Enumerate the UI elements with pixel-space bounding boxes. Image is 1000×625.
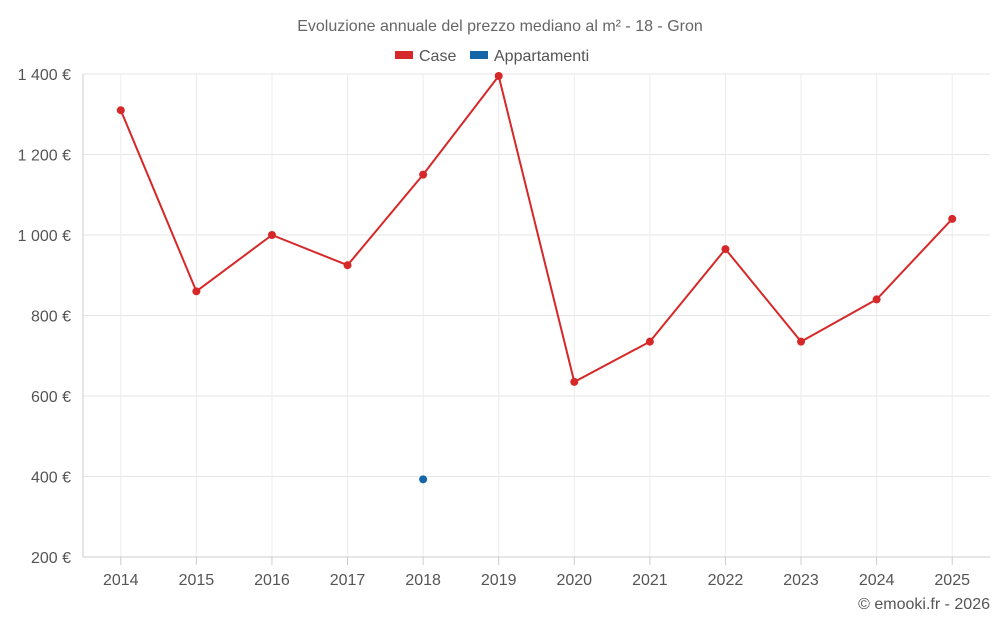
data-point-case[interactable] [192,287,201,296]
x-tick-label: 2016 [254,572,290,589]
legend-item-appartamenti[interactable]: Appartamenti [470,48,589,65]
legend-swatch-case [395,51,413,59]
x-tick-label: 2024 [859,572,895,589]
x-tick-label: 2025 [934,572,970,589]
y-axis: 200 € 400 € 600 € 800 € 1 000 € 1 200 € 1 400 … [18,67,84,567]
y-tick-label: 1 200 € [18,148,71,165]
data-point-case[interactable] [343,261,352,270]
grid [83,73,990,557]
data-point-case[interactable] [267,231,276,239]
data-point-appartamenti[interactable] [419,475,428,484]
data-point-case[interactable] [570,377,579,386]
x-tick-label: 2017 [330,572,366,589]
y-tick-label: 200 € [31,550,71,567]
series-appartamenti [419,475,428,484]
x-axis: 2014 2015 2016 2017 2018 2019 2020 2021 2022 2023… [83,556,990,589]
y-tick-label: 1 000 € [18,228,71,245]
chart-title: Evoluzione annuale del prezzo mediano al… [297,18,703,35]
data-point-case[interactable] [419,170,428,179]
x-tick-label: 2023 [783,572,819,589]
x-tick-label: 2020 [556,572,592,589]
data-point-case[interactable] [116,106,125,115]
data-point-case[interactable] [494,72,503,81]
legend-item-case[interactable]: Case [395,48,456,65]
data-point-case[interactable] [872,295,881,304]
y-tick-label: 800 € [31,309,71,326]
x-tick-label: 2018 [405,572,441,589]
legend-swatch-appartamenti [470,51,488,59]
data-point-case[interactable] [797,337,806,346]
x-tick-label: 2022 [708,572,744,589]
data-point-case[interactable] [948,214,957,223]
legend-label-appartamenti: Appartamenti [494,48,589,65]
series-layer [116,72,957,484]
x-tick-label: 2021 [632,572,668,589]
credit-text: © emooki.fr - 2026 [858,596,990,613]
legend-label-case: Case [419,48,456,65]
y-tick-label: 400 € [31,470,71,487]
x-tick-label: 2014 [103,572,139,589]
y-tick-label: 600 € [31,389,71,406]
x-tick-label: 2019 [481,572,517,589]
legend: Case Appartamenti [395,48,589,65]
data-point-case[interactable] [645,337,654,346]
x-tick-label: 2015 [179,572,215,589]
data-point-case[interactable] [721,245,730,254]
y-tick-label: 1 400 € [18,67,71,84]
series-line-case [119,75,953,383]
series-case [116,72,957,386]
